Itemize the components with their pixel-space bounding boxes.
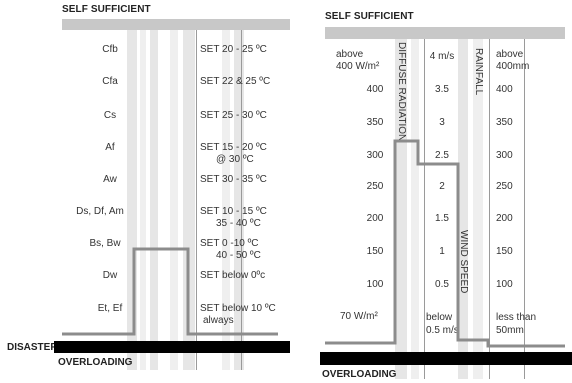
right-stripe	[395, 39, 407, 379]
right-stripe	[458, 39, 468, 379]
wind-value: 2.5	[435, 150, 449, 161]
setting-label-secondary: @ 30 ºC	[216, 154, 254, 165]
right-overloading-bar	[320, 352, 572, 365]
setting-label: SET 25 - 30 ºC	[200, 110, 267, 121]
wind-value: 3.5	[435, 84, 449, 95]
left-top-band	[62, 19, 290, 30]
rainfall-label: RAINFALL	[473, 48, 484, 96]
left-stripe	[234, 30, 244, 370]
setting-label-secondary: 40 - 50 ºC	[216, 250, 261, 261]
right-divider	[524, 39, 525, 379]
rain-value: 200	[496, 213, 513, 224]
right-divider	[424, 39, 425, 379]
right-stripe	[473, 39, 483, 379]
zone-label: Cfa	[102, 76, 118, 87]
rain-value: 100	[496, 279, 513, 290]
left-stripe	[170, 30, 178, 370]
left-divider	[241, 30, 242, 370]
left-stripe	[140, 30, 146, 370]
wind-value: 1.5	[435, 213, 449, 224]
zone-label: Aw	[103, 174, 117, 185]
zone-label: Et, Ef	[97, 303, 123, 314]
rain-value: 350	[496, 117, 513, 128]
right-panel-title: SELF SUFFICIENT	[325, 11, 414, 22]
setting-label-secondary: 35 - 40 ºC	[216, 218, 261, 229]
left-panel-title: SELF SUFFICIENT	[62, 4, 151, 15]
left-stripe	[150, 30, 158, 370]
radiation-value: 150	[366, 246, 384, 257]
rain-value: 300	[496, 150, 513, 161]
wind-speed-label: WIND SPEED	[458, 230, 469, 294]
rain-value: less than 50mm	[496, 312, 537, 336]
zone-label: Af	[105, 142, 115, 153]
right-top-band	[325, 27, 565, 39]
diffuse-radiation-label: DIFFUSE RADIATION	[396, 42, 407, 142]
left-profile-line	[62, 247, 278, 336]
setting-label-secondary: always	[203, 315, 234, 326]
zone-label: Bs, Bw	[89, 238, 121, 249]
setting-label: SET 15 - 20 ºC	[200, 142, 267, 153]
setting-label: SET below 10 ºC	[200, 303, 276, 314]
radiation-value: 70 W/m²	[340, 311, 378, 322]
wind-value: 1	[439, 246, 445, 257]
radiation-value: 400	[366, 84, 384, 95]
zone-label: Dw	[102, 270, 118, 281]
left-divider	[196, 30, 197, 370]
left-stripe	[127, 30, 137, 370]
left-stripe	[222, 30, 230, 370]
right-overloading-label: OVERLOADING	[322, 369, 397, 380]
wind-value: 2	[439, 181, 445, 192]
zone-label: Ds, Df, Am	[76, 206, 124, 217]
right-divider	[489, 39, 490, 379]
setting-label: SET 0 -10 ºC	[200, 238, 259, 249]
left-stripe	[183, 30, 195, 370]
zone-label: Cfb	[102, 44, 118, 55]
rain-value: 150	[496, 246, 513, 257]
setting-label: SET 22 & 25 ºC	[200, 76, 271, 87]
zone-label: Cs	[103, 110, 117, 121]
setting-label: SET 10 - 15 ºC	[200, 206, 267, 217]
setting-label: SET 30 - 35 ºC	[200, 174, 267, 185]
radiation-value: 100	[366, 279, 384, 290]
wind-value: 4 m/s	[429, 51, 455, 62]
radiation-value: 250	[366, 181, 384, 192]
radiation-value: 200	[366, 213, 384, 224]
setting-label: SET 20 - 25 ºC	[200, 44, 267, 55]
wind-value: 3	[439, 117, 445, 128]
radiation-value: above 400 W/m²	[336, 49, 380, 72]
rain-value: 250	[496, 181, 513, 192]
radiation-value: 300	[366, 150, 384, 161]
radiation-scale-top: above 400 W/m²	[336, 49, 379, 73]
left-overloading-label: OVERLOADING	[58, 357, 133, 368]
rain-value: above 400mm	[496, 49, 530, 72]
wind-value: 0.5	[435, 279, 449, 290]
disaster-label: DISASTER	[7, 342, 58, 353]
radiation-value: 350	[366, 117, 384, 128]
rain-value: 400	[496, 84, 513, 95]
setting-label: SET below 0ºc	[200, 270, 266, 281]
wind-value: below 0.5 m/s	[426, 312, 459, 336]
right-stripe	[411, 39, 419, 379]
left-disaster-bar	[54, 341, 290, 353]
